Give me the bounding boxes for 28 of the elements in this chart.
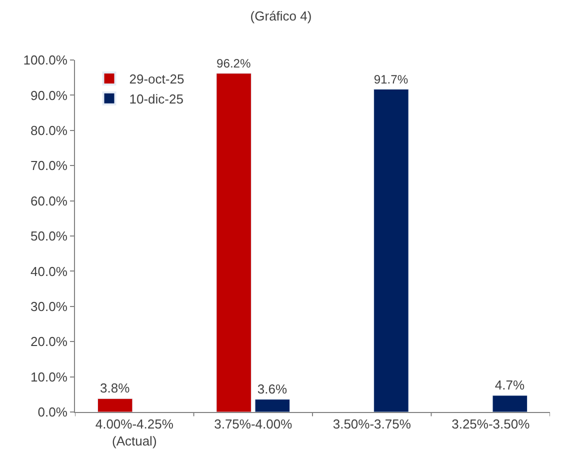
y-tick-label: 80.0% (30, 122, 68, 138)
legend-label: 29-oct-25 (129, 72, 184, 87)
data-label: 4.7% (494, 377, 525, 392)
bar (254, 399, 290, 412)
bar (374, 88, 409, 412)
y-tick-label: 90.0% (30, 88, 68, 103)
y-tick-label: 70.0% (30, 158, 68, 174)
y-tick-label: 100.0% (23, 52, 68, 68)
y-tick-label: 20.0% (30, 334, 68, 350)
chart-title: (Gráfico 4) (250, 8, 312, 24)
bar (492, 395, 528, 412)
bar (216, 73, 252, 412)
y-tick-label: 40.0% (30, 264, 68, 279)
x-tick-label: 4.00%-4.25% (Actual) (95, 416, 174, 448)
x-tick-label: 3.50%-3.75% (332, 416, 412, 432)
data-label: 3.8% (100, 380, 130, 396)
y-tick-label: 10.0% (30, 369, 68, 384)
bar (97, 398, 133, 412)
y-tick-label: 50.0% (30, 228, 68, 244)
legend-label: 10-dic-25 (129, 91, 184, 106)
x-tick-label: 3.75%-4.00% (214, 416, 293, 432)
x-tick-label: 3.25%-3.50% (452, 416, 530, 432)
y-tick-label: 60.0% (30, 193, 68, 208)
data-label: 91.7% (374, 72, 408, 86)
y-tick-label: 0.0% (38, 404, 68, 420)
data-label: 96.2% (216, 56, 252, 71)
y-tick-label: 30.0% (30, 298, 68, 314)
data-label: 3.6% (257, 381, 288, 396)
